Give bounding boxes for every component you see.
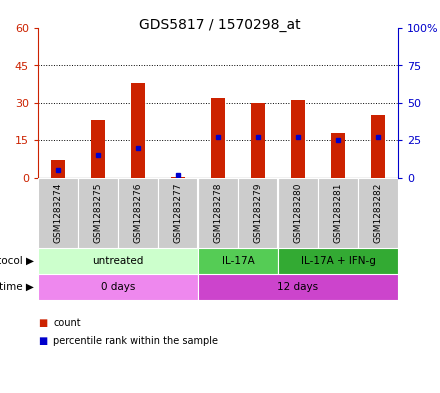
Bar	[238, 178, 278, 248]
Text: ■: ■	[38, 318, 47, 328]
Bar	[91, 121, 105, 178]
Bar	[158, 178, 198, 248]
Text: GSM1283277: GSM1283277	[173, 183, 183, 243]
Text: count: count	[53, 318, 81, 328]
Bar	[198, 178, 238, 248]
Bar	[211, 98, 225, 178]
Bar	[198, 248, 278, 274]
Text: 0 days: 0 days	[101, 282, 135, 292]
Bar	[118, 178, 158, 248]
Bar	[51, 160, 65, 178]
Bar	[251, 103, 265, 178]
Bar	[291, 101, 305, 178]
Text: GSM1283282: GSM1283282	[374, 183, 382, 243]
Text: GSM1283279: GSM1283279	[253, 183, 263, 243]
Bar	[38, 274, 198, 300]
Bar	[171, 177, 185, 178]
Text: GDS5817 / 1570298_at: GDS5817 / 1570298_at	[139, 18, 301, 32]
Bar	[371, 116, 385, 178]
Text: protocol ▶: protocol ▶	[0, 256, 33, 266]
Text: percentile rank within the sample: percentile rank within the sample	[53, 336, 218, 345]
Bar	[38, 178, 78, 248]
Text: GSM1283280: GSM1283280	[293, 183, 303, 243]
Bar	[198, 274, 398, 300]
Bar	[278, 178, 318, 248]
Bar	[358, 178, 398, 248]
Bar	[278, 248, 398, 274]
Bar	[331, 133, 345, 178]
Text: GSM1283274: GSM1283274	[54, 183, 62, 243]
Text: IL-17A: IL-17A	[222, 256, 254, 266]
Text: GSM1283275: GSM1283275	[94, 183, 103, 243]
Text: 12 days: 12 days	[278, 282, 319, 292]
Bar	[78, 178, 118, 248]
Bar	[131, 83, 145, 178]
Text: IL-17A + IFN-g: IL-17A + IFN-g	[301, 256, 375, 266]
Text: GSM1283278: GSM1283278	[213, 183, 223, 243]
Text: time ▶: time ▶	[0, 282, 33, 292]
Text: untreated: untreated	[92, 256, 144, 266]
Bar	[318, 178, 358, 248]
Text: ■: ■	[38, 336, 47, 345]
Text: GSM1283281: GSM1283281	[334, 183, 342, 243]
Text: GSM1283276: GSM1283276	[133, 183, 143, 243]
Bar	[38, 248, 198, 274]
